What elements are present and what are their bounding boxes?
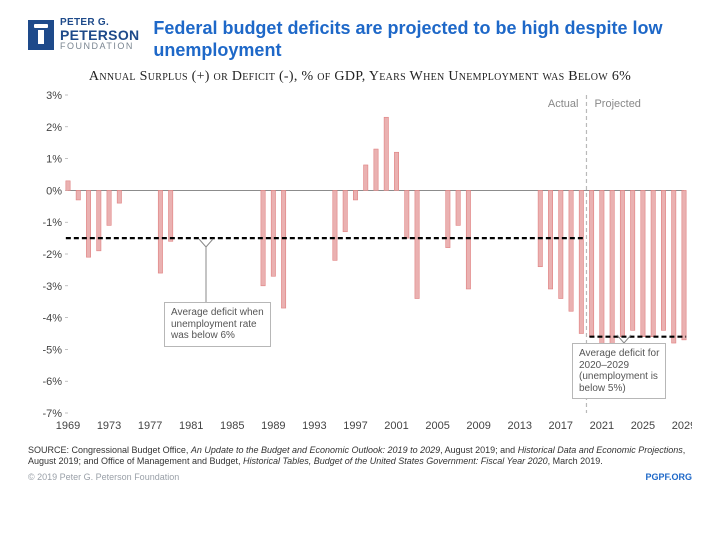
svg-text:1993: 1993	[302, 420, 326, 432]
svg-text:1997: 1997	[343, 420, 367, 432]
deficit-chart: 3% 2% 1% 0% -1% -2% -3% -4% -5% -6% -7% Actual Proje…	[28, 89, 692, 439]
svg-text:-3%: -3%	[42, 281, 62, 293]
svg-text:-6%: -6%	[42, 376, 62, 388]
svg-text:2017: 2017	[549, 420, 573, 432]
footer: © 2019 Peter G. Peterson Foundation PGPF…	[28, 472, 692, 482]
callout-projected-average: Average deficit for2020–2029(unemploymen…	[572, 343, 666, 399]
logo: PETER G. PETERSON FOUNDATION	[28, 18, 139, 51]
svg-text:1985: 1985	[220, 420, 244, 432]
svg-text:Actual: Actual	[548, 98, 579, 110]
svg-text:2025: 2025	[631, 420, 655, 432]
svg-text:1%: 1%	[46, 154, 62, 166]
svg-text:2013: 2013	[507, 420, 531, 432]
svg-text:1981: 1981	[179, 420, 203, 432]
header: PETER G. PETERSON FOUNDATION Federal bud…	[28, 18, 692, 61]
svg-text:Projected: Projected	[594, 98, 640, 110]
svg-text:-4%: -4%	[42, 313, 62, 325]
svg-text:1969: 1969	[56, 420, 80, 432]
source-text: SOURCE: Congressional Budget Office, An …	[28, 445, 692, 468]
svg-text:2001: 2001	[384, 420, 408, 432]
svg-text:-7%: -7%	[42, 408, 62, 420]
footer-url: PGPF.ORG	[645, 472, 692, 482]
logo-text: PETER G. PETERSON FOUNDATION	[60, 18, 139, 51]
svg-text:2029: 2029	[672, 420, 692, 432]
svg-text:2%: 2%	[46, 122, 62, 134]
svg-text:2005: 2005	[425, 420, 449, 432]
page-title: Federal budget deficits are projected to…	[153, 18, 692, 61]
svg-text:2021: 2021	[590, 420, 614, 432]
svg-text:1989: 1989	[261, 420, 285, 432]
logo-line2: PETERSON	[60, 28, 139, 42]
svg-text:-2%: -2%	[42, 249, 62, 261]
callout-historical-average: Average deficit whenunemployment ratewas…	[164, 302, 271, 347]
logo-line3: FOUNDATION	[60, 42, 139, 51]
svg-text:1977: 1977	[138, 420, 162, 432]
svg-text:-5%: -5%	[42, 345, 62, 357]
svg-text:0%: 0%	[46, 186, 62, 198]
copyright: © 2019 Peter G. Peterson Foundation	[28, 472, 179, 482]
chart-subtitle: Annual Surplus (+) or Deficit (-), % of …	[28, 69, 692, 85]
svg-text:-1%: -1%	[42, 217, 62, 229]
logo-mark-icon	[28, 20, 54, 50]
svg-text:3%: 3%	[46, 90, 62, 102]
svg-text:2009: 2009	[466, 420, 490, 432]
svg-text:1973: 1973	[97, 420, 121, 432]
